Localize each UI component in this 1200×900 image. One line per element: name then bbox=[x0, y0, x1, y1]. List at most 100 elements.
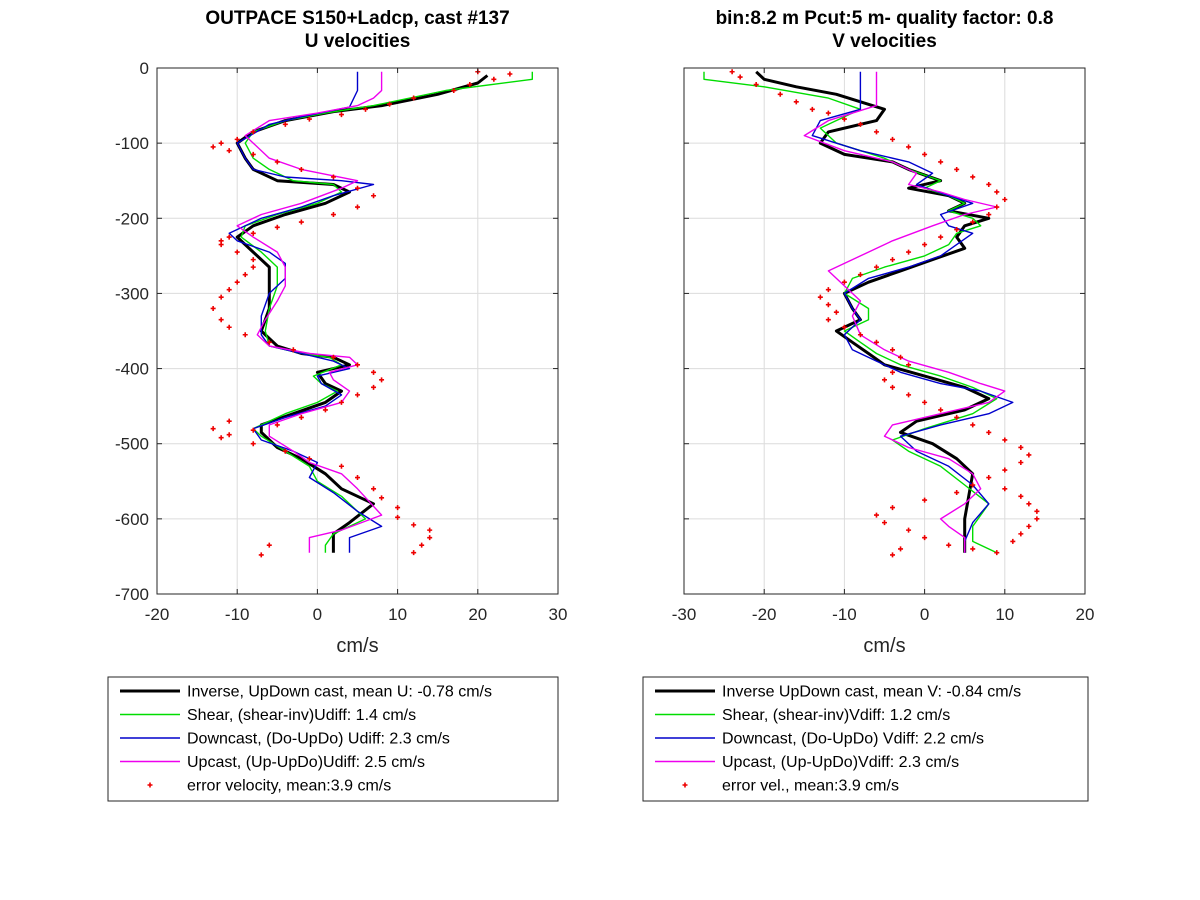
x-tick-label: 10 bbox=[388, 605, 407, 624]
error-point bbox=[922, 497, 928, 503]
error-point bbox=[922, 399, 928, 405]
y-tick-label: -700 bbox=[115, 585, 149, 604]
error-point bbox=[970, 422, 976, 428]
chart-title-line: U velocities bbox=[305, 31, 411, 52]
error-point bbox=[290, 347, 296, 353]
y-tick-label: -500 bbox=[115, 435, 149, 454]
error-point bbox=[954, 227, 960, 233]
error-point bbox=[371, 193, 377, 199]
error-point bbox=[355, 392, 360, 398]
x-axis-label: cm/s bbox=[336, 635, 378, 657]
error-point bbox=[1002, 486, 1008, 492]
legend-entry: Upcast, (Up-UpDo)Vdiff: 2.3 cm/s bbox=[722, 754, 959, 771]
error-point bbox=[994, 204, 1000, 210]
error-point bbox=[218, 294, 224, 300]
error-point bbox=[491, 76, 497, 82]
series-line-3 bbox=[803, 71, 1006, 553]
error-point bbox=[298, 219, 304, 225]
error-point bbox=[250, 230, 256, 236]
error-point bbox=[882, 377, 887, 383]
error-point bbox=[218, 435, 224, 441]
x-tick-label: 20 bbox=[468, 605, 487, 624]
error-point bbox=[306, 456, 312, 462]
x-tick-label: 0 bbox=[313, 605, 322, 624]
error-point bbox=[841, 116, 847, 122]
error-point bbox=[737, 74, 743, 80]
error-point bbox=[379, 377, 385, 383]
error-point bbox=[906, 249, 912, 255]
error-point bbox=[1026, 501, 1032, 507]
plot-content bbox=[703, 69, 1040, 558]
error-point bbox=[338, 463, 344, 469]
error-point bbox=[411, 550, 417, 556]
error-point bbox=[419, 542, 425, 548]
error-point bbox=[890, 369, 896, 375]
error-point bbox=[825, 317, 831, 323]
chart-title-line: OUTPACE S150+Ladcp, cast #137 bbox=[205, 8, 509, 29]
error-point bbox=[395, 514, 401, 520]
error-point bbox=[1026, 452, 1032, 458]
error-point bbox=[226, 324, 232, 330]
series-line-3 bbox=[236, 71, 383, 553]
y-tick-label: -600 bbox=[115, 510, 149, 529]
legend-entry: Inverse UpDown cast, mean V: -0.84 cm/s bbox=[722, 684, 1021, 701]
error-point bbox=[906, 362, 912, 368]
chart-title-line: bin:8.2 m Pcut:5 m- quality factor: 0.8 bbox=[716, 8, 1054, 29]
error-point bbox=[1034, 516, 1040, 522]
error-point bbox=[330, 354, 336, 360]
error-point bbox=[306, 116, 312, 122]
error-point bbox=[922, 151, 928, 157]
error-point bbox=[355, 204, 360, 210]
x-tick-label: 30 bbox=[549, 605, 568, 624]
error-point bbox=[857, 272, 863, 278]
error-point bbox=[938, 234, 944, 240]
error-point bbox=[218, 317, 224, 323]
x-tick-label: -10 bbox=[832, 605, 857, 624]
error-point bbox=[234, 249, 240, 255]
error-point bbox=[994, 550, 1000, 556]
error-point bbox=[411, 522, 417, 528]
legend-entry: Upcast, (Up-UpDo)Udiff: 2.5 cm/s bbox=[187, 754, 425, 771]
error-point bbox=[833, 309, 839, 315]
error-point bbox=[355, 475, 360, 481]
error-point bbox=[898, 546, 904, 552]
error-point bbox=[729, 69, 735, 75]
x-tick-label: -30 bbox=[672, 605, 697, 624]
error-point bbox=[890, 505, 896, 511]
error-point bbox=[467, 82, 473, 88]
error-point bbox=[234, 279, 240, 285]
error-point bbox=[282, 448, 288, 454]
plot-area bbox=[684, 68, 1085, 594]
x-tick-label: 0 bbox=[920, 605, 929, 624]
plot-content bbox=[210, 69, 533, 558]
legend-box bbox=[642, 676, 1089, 802]
legend-box bbox=[107, 676, 559, 802]
error-point bbox=[274, 159, 280, 165]
x-tick-label: -20 bbox=[145, 605, 170, 624]
series-line-1 bbox=[240, 71, 533, 553]
error-point bbox=[946, 542, 952, 548]
y-tick-label: -400 bbox=[115, 360, 149, 379]
error-point bbox=[753, 82, 759, 88]
error-point bbox=[882, 520, 887, 526]
error-point bbox=[986, 181, 992, 187]
error-point bbox=[226, 148, 232, 154]
error-point bbox=[817, 294, 823, 300]
error-point bbox=[242, 332, 248, 338]
error-point bbox=[338, 399, 344, 405]
error-point bbox=[298, 166, 304, 172]
error-point bbox=[938, 159, 944, 165]
error-point bbox=[777, 91, 783, 97]
v-velocities-panel: bin:8.2 m Pcut:5 m- quality factor: 0.8V… bbox=[672, 8, 1095, 657]
error-point bbox=[906, 527, 912, 533]
error-point bbox=[1018, 444, 1024, 450]
error-point bbox=[427, 527, 433, 533]
legend-entry: Downcast, (Do-UpDo) Vdiff: 2.2 cm/s bbox=[722, 731, 984, 748]
error-point bbox=[371, 384, 377, 390]
error-point bbox=[371, 369, 377, 375]
error-point bbox=[266, 339, 272, 345]
error-point bbox=[338, 112, 344, 118]
error-point bbox=[825, 287, 831, 293]
error-point bbox=[1010, 538, 1016, 544]
error-point bbox=[226, 287, 232, 293]
